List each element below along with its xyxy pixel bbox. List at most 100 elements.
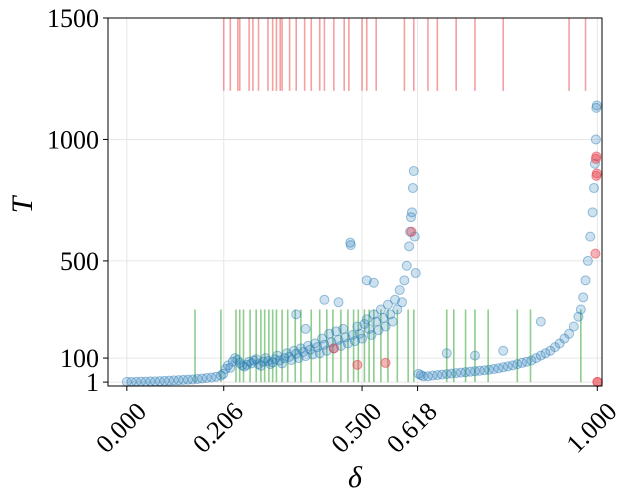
data-point [317, 333, 328, 344]
data-point [399, 275, 410, 286]
data-point [410, 268, 421, 279]
data-point [591, 100, 602, 111]
data-point [502, 361, 513, 372]
data-point [342, 338, 353, 349]
data-point [582, 255, 593, 266]
x-tick-label: 0.206 [187, 397, 249, 459]
data-point [591, 102, 602, 113]
data-point [262, 355, 273, 366]
data-point [187, 374, 198, 385]
data-point [284, 351, 295, 362]
data-point [545, 345, 556, 356]
data-point [319, 339, 330, 350]
data-point [331, 326, 342, 337]
data-point [291, 309, 302, 320]
data-point [246, 358, 257, 369]
data-point [512, 359, 523, 370]
data-point [260, 353, 271, 364]
data-point [326, 337, 337, 348]
data-point [469, 350, 480, 361]
data-point [540, 348, 551, 359]
data-point [225, 362, 236, 373]
data-point [164, 375, 175, 386]
data-point [272, 350, 283, 361]
data-point [517, 357, 528, 368]
red-rug-marks [222, 18, 587, 91]
data-point [312, 342, 323, 353]
data-point [432, 370, 443, 381]
data-point [368, 309, 379, 320]
data-point [333, 297, 344, 308]
data-point [168, 375, 179, 386]
data-point [397, 297, 408, 308]
x-axis-title: δ [348, 461, 363, 494]
data-point [267, 357, 278, 368]
green-rug-marks [194, 309, 582, 383]
data-point [554, 338, 565, 349]
data-point [405, 212, 416, 223]
data-point [493, 363, 504, 374]
data-point [382, 299, 393, 310]
data-point [422, 371, 433, 382]
data-point [404, 241, 415, 252]
data-point [455, 367, 466, 378]
data-point [368, 277, 379, 288]
data-point [324, 328, 335, 339]
data-point [441, 369, 452, 380]
data-point [338, 323, 349, 334]
data-point [244, 356, 255, 367]
data-point [441, 348, 452, 359]
data-point [241, 359, 252, 370]
data-point [526, 355, 537, 366]
data-point [427, 370, 438, 381]
data-point [347, 329, 358, 340]
data-point [300, 351, 311, 362]
data-point [394, 285, 405, 296]
data-point [521, 356, 532, 367]
y-tick-label: 1000 [47, 125, 99, 154]
data-points [121, 100, 603, 388]
data-point [559, 333, 570, 344]
data-point [201, 372, 212, 383]
x-tick-label: 0.618 [381, 397, 443, 459]
data-point [488, 363, 499, 374]
highlight-point [380, 357, 391, 368]
data-point [361, 275, 372, 286]
data-point [319, 294, 330, 305]
data-point [373, 325, 384, 336]
data-point [413, 368, 424, 379]
data-point [585, 231, 596, 242]
data-point [408, 166, 419, 177]
data-point [237, 360, 248, 371]
data-point [387, 316, 398, 327]
data-point [375, 304, 386, 315]
data-point [446, 368, 457, 379]
highlight-point [590, 153, 601, 164]
data-point [211, 371, 222, 382]
data-point [230, 353, 241, 364]
data-point [564, 328, 575, 339]
data-point [215, 370, 226, 381]
data-point [392, 304, 403, 315]
data-point [498, 345, 509, 356]
data-point [357, 333, 368, 344]
data-point [587, 207, 598, 218]
data-point [178, 374, 189, 385]
data-point [415, 370, 426, 381]
data-point [451, 368, 462, 379]
data-point [192, 373, 203, 384]
data-point [277, 358, 288, 369]
data-point [401, 260, 412, 271]
data-point [270, 354, 281, 365]
data-point [288, 345, 299, 356]
data-point [220, 363, 231, 374]
data-point [295, 343, 306, 354]
data-point [281, 348, 292, 359]
data-point [465, 366, 476, 377]
data-point [286, 355, 297, 366]
data-point [251, 354, 262, 365]
data-point [366, 329, 377, 340]
